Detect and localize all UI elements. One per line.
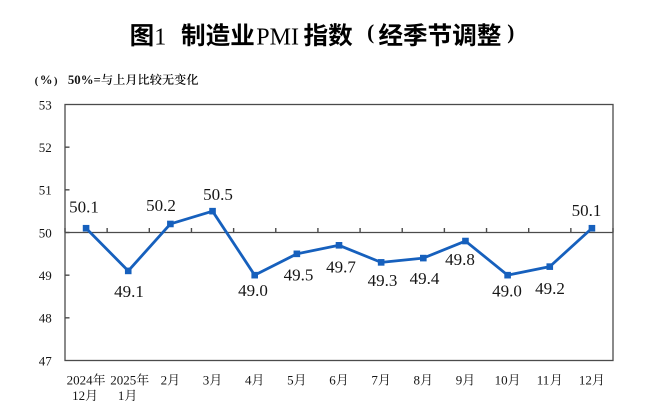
svg-text:50.5: 50.5 xyxy=(203,185,233,204)
svg-text:47: 47 xyxy=(39,353,53,368)
svg-text:2: 2 xyxy=(161,373,168,388)
svg-text:50.1: 50.1 xyxy=(572,201,602,220)
svg-text:49.7: 49.7 xyxy=(326,258,356,277)
svg-text:%: % xyxy=(40,73,53,87)
svg-text:5: 5 xyxy=(287,373,294,388)
svg-text:50.2: 50.2 xyxy=(146,196,176,215)
svg-text:6: 6 xyxy=(329,373,336,388)
svg-text:49: 49 xyxy=(39,268,52,283)
svg-text:49.4: 49.4 xyxy=(410,269,440,288)
svg-text:): ) xyxy=(54,75,58,87)
svg-text:52: 52 xyxy=(39,140,52,155)
svg-text:49.5: 49.5 xyxy=(284,266,314,285)
svg-text:50.1: 50.1 xyxy=(69,198,99,217)
svg-text:49.0: 49.0 xyxy=(238,281,268,300)
svg-text:51: 51 xyxy=(39,183,52,198)
svg-text:49.0: 49.0 xyxy=(492,282,522,301)
svg-text:1: 1 xyxy=(118,388,125,403)
svg-text:PMI: PMI xyxy=(256,25,299,51)
svg-text:2024: 2024 xyxy=(67,373,94,388)
svg-text:50%=: 50%= xyxy=(68,73,101,87)
svg-text:12: 12 xyxy=(72,388,85,403)
svg-text:4: 4 xyxy=(245,373,252,388)
svg-text:3: 3 xyxy=(203,373,210,388)
svg-text:50: 50 xyxy=(39,225,52,240)
svg-text:49.2: 49.2 xyxy=(535,279,565,298)
svg-text:(: ( xyxy=(367,20,374,44)
svg-text:1: 1 xyxy=(154,25,166,51)
svg-text:48: 48 xyxy=(39,311,52,326)
svg-text:49.8: 49.8 xyxy=(445,250,475,269)
svg-text:9: 9 xyxy=(456,373,463,388)
svg-text:2025: 2025 xyxy=(110,373,136,388)
svg-text:49.3: 49.3 xyxy=(368,271,398,290)
svg-text:7: 7 xyxy=(371,373,378,388)
svg-text:49.1: 49.1 xyxy=(114,282,144,301)
svg-text:8: 8 xyxy=(414,373,421,388)
svg-text:): ) xyxy=(507,20,514,44)
svg-text:(: ( xyxy=(35,75,39,87)
svg-text:10: 10 xyxy=(495,373,508,388)
svg-text:53: 53 xyxy=(39,97,52,112)
svg-text:11: 11 xyxy=(537,373,550,388)
svg-text:12: 12 xyxy=(579,373,592,388)
